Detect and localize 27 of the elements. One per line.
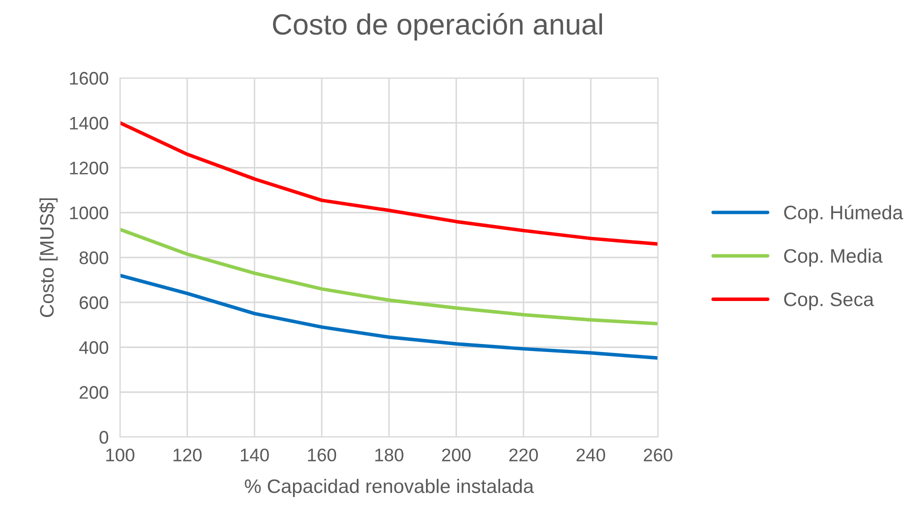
legend-label: Cop. Húmeda — [784, 204, 904, 224]
y-tick-label: 1400 — [70, 116, 108, 130]
y-tick-label: 1200 — [70, 162, 108, 174]
x-tick-label: 260 — [644, 448, 672, 462]
y-tick-label: 800 — [80, 251, 108, 264]
x-tick-label: 220 — [509, 448, 538, 462]
chart-title: Costo de operación anual — [272, 13, 602, 41]
y-tick-label: 0 — [100, 430, 108, 444]
y-tick-label: 1600 — [70, 72, 108, 85]
line-series — [120, 274, 658, 360]
y-tick-label: 400 — [79, 341, 108, 354]
x-tick-label: 100 — [106, 448, 134, 462]
x-tick-label: 180 — [375, 448, 404, 462]
line-series — [120, 228, 658, 326]
legend-label: Cop. Seca — [784, 292, 874, 310]
legend-label: Cop. Media — [784, 248, 883, 267]
x-tick-label: 200 — [442, 448, 471, 462]
x-tick-label: 240 — [576, 448, 606, 462]
x-tick-label: 160 — [308, 448, 336, 462]
y-tick-label: 1000 — [70, 206, 108, 220]
x-tick-label: 120 — [174, 448, 202, 462]
y-tick-label: 600 — [80, 296, 108, 310]
y-tick-label: 200 — [80, 386, 108, 399]
y-axis-title: Costo [MUS$] — [39, 198, 58, 318]
x-axis-title: % Capacidad renovable instalada — [244, 478, 534, 497]
line-series — [120, 121, 658, 246]
x-tick-label: 140 — [240, 448, 269, 462]
